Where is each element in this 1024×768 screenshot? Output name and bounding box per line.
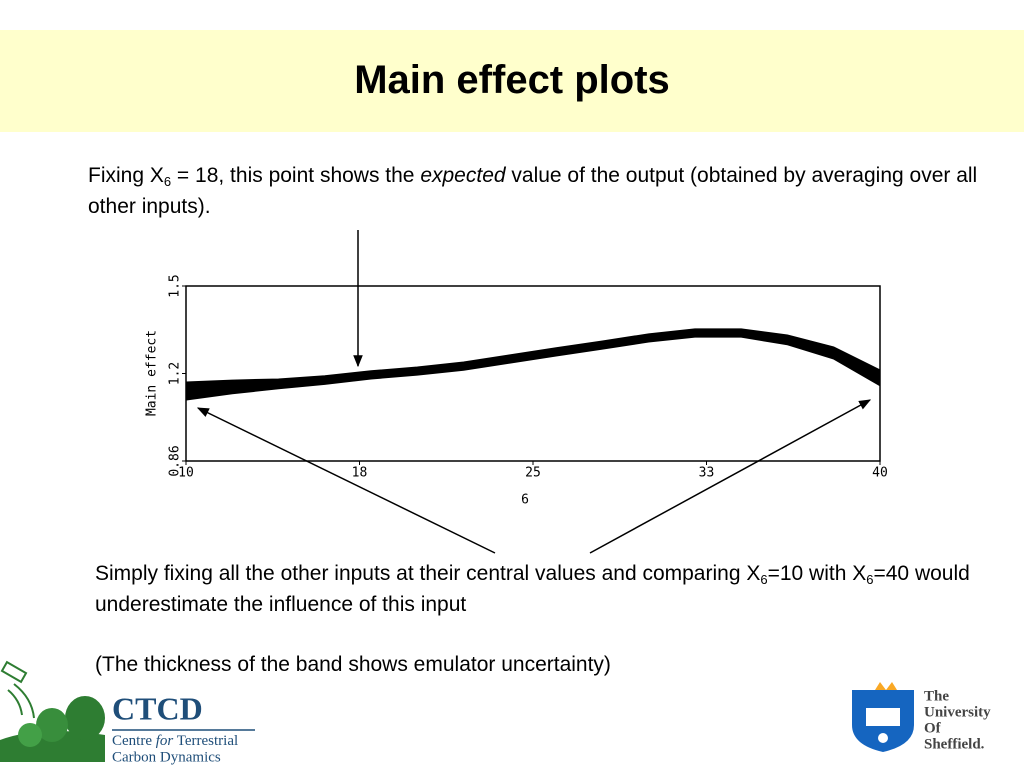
text: value of the output (obtained by averagi… (88, 164, 978, 218)
arrow (196, 407, 496, 554)
x-tick-label: 40 (872, 466, 888, 481)
logo-text: CTCD (112, 690, 203, 726)
x-tick-label: 25 (525, 466, 541, 481)
text: =10 with X (767, 562, 867, 585)
text: Fixing X (88, 164, 164, 187)
text: Terrestrial (173, 733, 238, 749)
subscript: 6 (866, 572, 874, 587)
y-axis-label: Main effect (145, 330, 160, 416)
text: Simply fixing all the other inputs at th… (95, 562, 761, 585)
text: for (156, 733, 174, 749)
arrow (589, 399, 872, 554)
ctcd-logo: CTCD Centre for Terrestrial Carbon Dynam… (0, 660, 255, 765)
plot-frame (185, 285, 881, 462)
logo-text: The (924, 688, 949, 704)
x-tick-label: 33 (699, 466, 715, 481)
slide-title: Main effect plots (354, 58, 670, 102)
subscript: 6 (760, 572, 768, 587)
y-tick-label: 0.86 (168, 445, 183, 476)
x-axis-label: 6 (521, 493, 529, 508)
subscript: 6 (163, 174, 172, 189)
text: =40 would underestimate the influence of… (95, 562, 970, 616)
x-tick-label: 18 (352, 466, 368, 481)
logo-text: Centre for Terrestrial (112, 733, 238, 749)
uncertainty-band (185, 328, 881, 401)
text: = 18, this point shows the (171, 164, 421, 187)
logo-text: Carbon Dynamics (112, 749, 221, 765)
y-tick-label: 1.2 (168, 362, 183, 385)
note-top: Fixing X6 = 18, this point shows the exp… (88, 160, 988, 222)
note-bottom: Simply fixing all the other inputs at th… (95, 558, 995, 620)
emphasis: expected (420, 164, 506, 187)
y-tick-label: 1.5 (168, 274, 183, 297)
note-band: (The thickness of the band shows emulato… (95, 653, 611, 676)
sheffield-logo: The University Of Sheffield. (852, 682, 991, 752)
text: Centre (112, 733, 156, 749)
logo-text: Of (924, 720, 942, 736)
x-tick-label: 10 (178, 466, 194, 481)
logo-text: University (924, 704, 991, 720)
logo-text: Sheffield. (924, 736, 985, 752)
header-band (0, 30, 1024, 132)
